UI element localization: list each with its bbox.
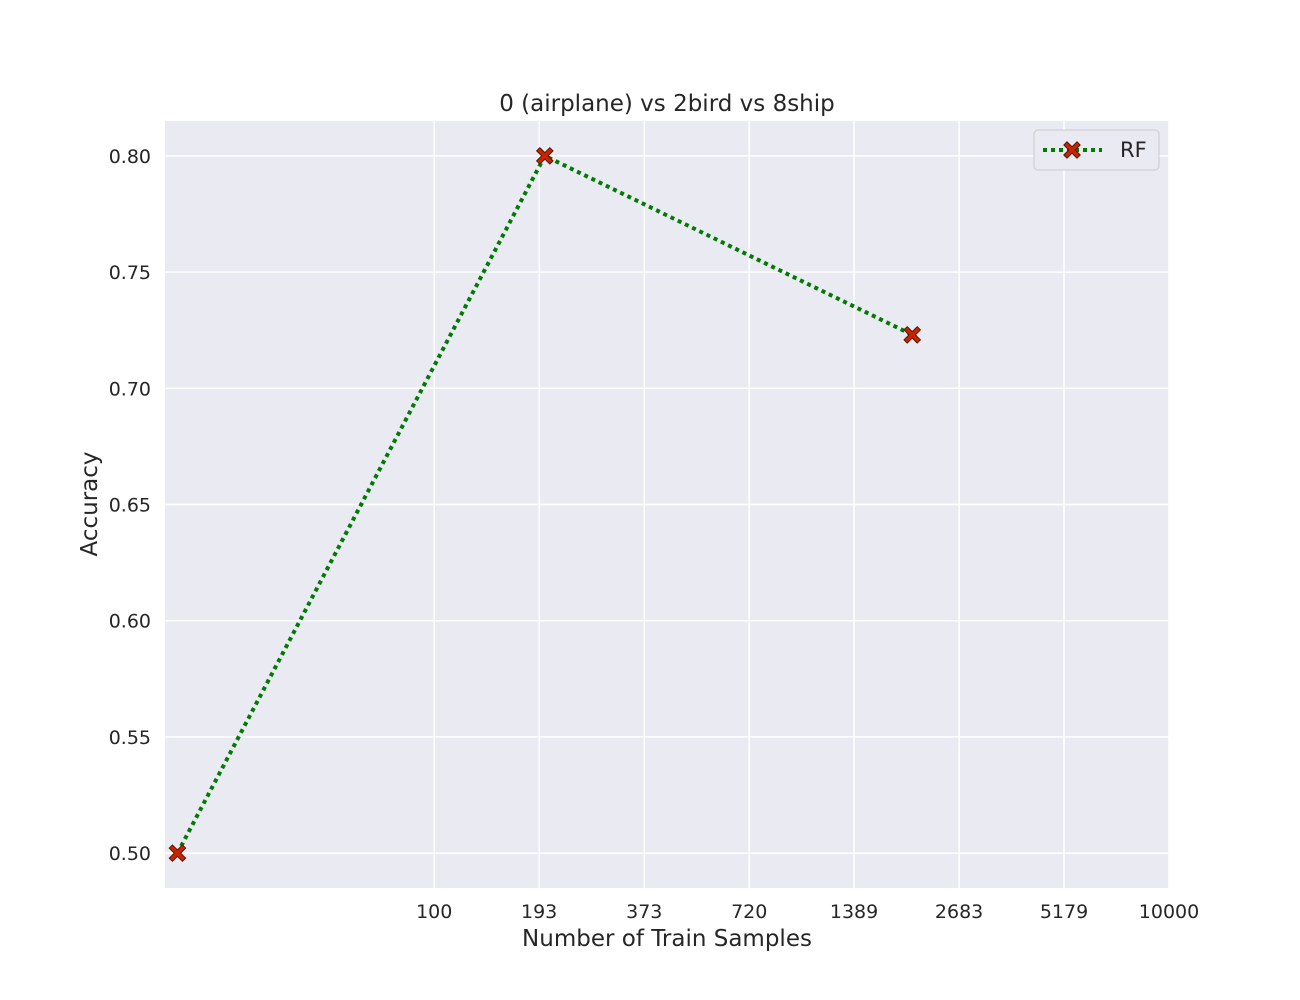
x-tick-label: 1389 xyxy=(830,901,878,923)
legend-label: RF xyxy=(1120,138,1147,162)
data-point-marker xyxy=(903,325,922,344)
y-tick-label: 0.60 xyxy=(109,611,151,633)
legend-marker-x xyxy=(1063,141,1081,159)
chart-title: 0 (airplane) vs 2bird vs 8ship xyxy=(499,91,835,117)
y-tick-label: 0.75 xyxy=(109,262,151,284)
legend-frame xyxy=(1033,129,1160,171)
legend-marker-icon xyxy=(1063,141,1081,159)
legend: RF xyxy=(1033,129,1160,171)
grid-lines xyxy=(165,121,1170,888)
x-tick-label: 5179 xyxy=(1040,901,1088,923)
y-tick-label: 0.70 xyxy=(109,378,151,400)
y-tick-label: 0.50 xyxy=(109,843,151,865)
y-tick-label: 0.55 xyxy=(109,727,151,749)
y-tick-label: 0.65 xyxy=(109,495,151,517)
x-tick-label: 10000 xyxy=(1139,901,1199,923)
data-point-marker xyxy=(535,146,554,165)
x-axis-label: Number of Train Samples xyxy=(522,926,812,952)
x-tick-label: 100 xyxy=(416,901,452,923)
x-tick-label: 720 xyxy=(731,901,767,923)
x-tick-labels: 100 193 373 720 1389 2683 5179 10000 xyxy=(416,901,1199,923)
x-tick-label: 193 xyxy=(521,901,557,923)
y-tick-labels: 0.50 0.55 0.60 0.65 0.70 0.75 0.80 xyxy=(109,146,151,865)
y-axis-label: Accuracy xyxy=(77,451,103,556)
x-tick-label: 373 xyxy=(626,901,662,923)
y-tick-label: 0.80 xyxy=(109,146,151,168)
x-tick-label: 2683 xyxy=(935,901,983,923)
data-point-marker xyxy=(168,844,187,863)
series-layer xyxy=(168,146,922,863)
